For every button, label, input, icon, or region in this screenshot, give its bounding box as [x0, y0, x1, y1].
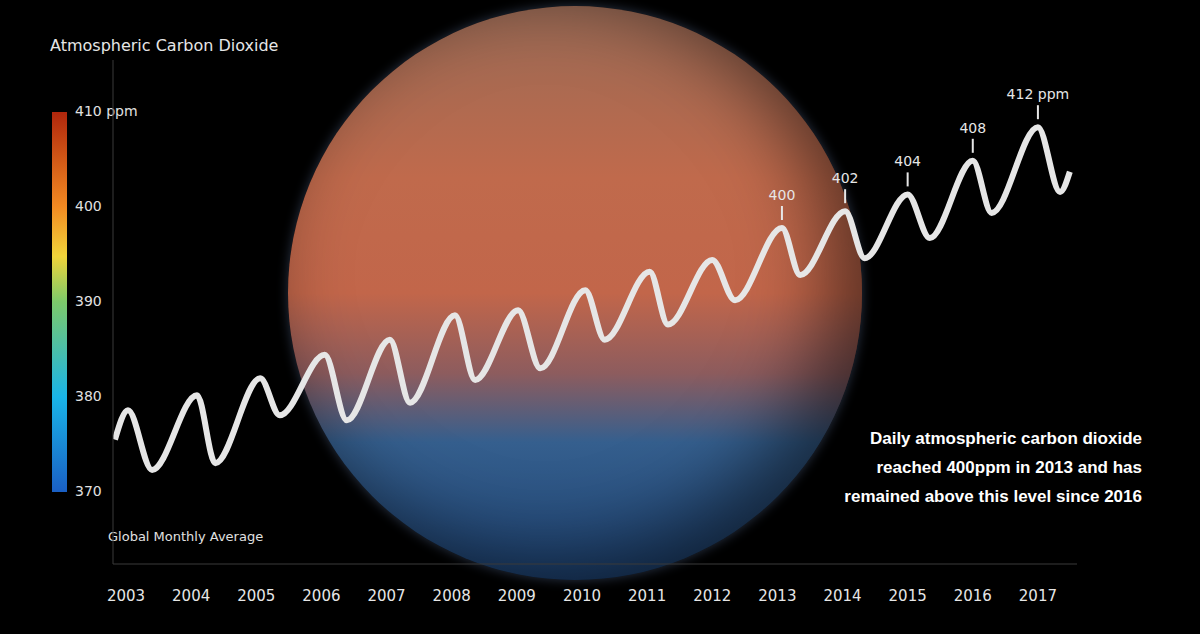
svg-text:380: 380	[75, 388, 102, 404]
svg-text:412 ppm: 412 ppm	[1007, 86, 1070, 102]
svg-text:410 ppm: 410 ppm	[75, 103, 138, 119]
svg-text:2007: 2007	[367, 587, 405, 605]
svg-text:390: 390	[75, 293, 102, 309]
html-text:remained above this level sinc: remained above this level since 2016	[844, 487, 1142, 506]
svg-text:400: 400	[769, 187, 796, 203]
html-text:reached 400ppm in 2013 and has: reached 400ppm in 2013 and has	[876, 458, 1142, 477]
svg-text:402: 402	[832, 170, 859, 186]
svg-text:2012: 2012	[693, 587, 731, 605]
svg-text:2010: 2010	[563, 587, 601, 605]
html-text:Global Monthly Average: Global Monthly Average	[108, 529, 264, 544]
svg-text:2005: 2005	[237, 587, 275, 605]
svg-text:2015: 2015	[889, 587, 927, 605]
svg-text:400: 400	[75, 198, 102, 214]
svg-text:370: 370	[75, 483, 102, 499]
svg-text:2009: 2009	[498, 587, 536, 605]
svg-text:408: 408	[959, 120, 986, 136]
svg-text:2004: 2004	[172, 587, 210, 605]
svg-text:2008: 2008	[433, 587, 471, 605]
svg-text:2003: 2003	[107, 587, 145, 605]
svg-text:2011: 2011	[628, 587, 666, 605]
svg-text:404: 404	[894, 153, 921, 169]
html-text:Atmospheric Carbon Dioxide: Atmospheric Carbon Dioxide	[50, 36, 279, 55]
svg-text:2006: 2006	[302, 587, 340, 605]
svg-text:2017: 2017	[1019, 587, 1057, 605]
svg-text:2016: 2016	[954, 587, 992, 605]
html-text:Daily atmospheric carbon dioxi: Daily atmospheric carbon dioxide	[869, 429, 1142, 448]
svg-text:2014: 2014	[823, 587, 861, 605]
svg-text:2013: 2013	[758, 587, 796, 605]
